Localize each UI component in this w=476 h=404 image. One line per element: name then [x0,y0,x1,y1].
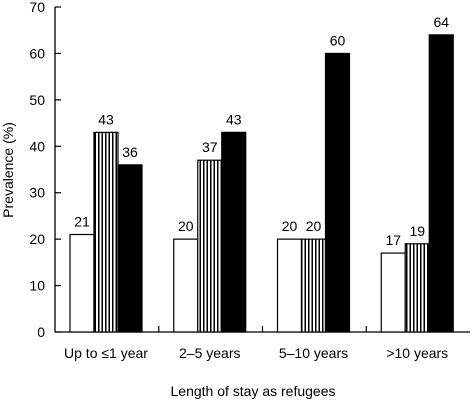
bar [404,243,430,333]
data-label: 17 [385,232,401,248]
data-label: 64 [433,14,449,30]
data-label: 60 [330,32,346,48]
x-tick-label: Up to ≤1 year [64,345,148,361]
bar [276,238,303,333]
x-tick-label: 2–5 years [179,345,240,361]
y-tick-label: 70 [29,0,45,15]
bar [300,238,327,333]
y-axis-title: Prevalence (%) [0,122,16,218]
data-label: 19 [409,223,425,239]
y-tick-label: 20 [29,231,45,247]
y-tick-label: 30 [29,185,45,201]
bar [428,34,454,333]
data-label: 20 [282,218,298,234]
bar [173,238,199,333]
bar [324,52,351,333]
plot-area: 0 10 20 30 40 50 60 70 21 43 36 Up to ≤1 year 20 37 43… [29,0,470,361]
x-tick-label: 5–10 years [279,345,348,361]
data-label: 43 [98,111,114,127]
bar [117,164,143,333]
data-label: 20 [178,218,194,234]
y-tick-label: 40 [29,138,45,154]
x-tick-label: >10 years [386,345,448,361]
bar [197,159,223,333]
data-label: 36 [122,144,138,160]
data-label: 43 [226,111,242,127]
bar [69,233,95,333]
y-tick-label: 50 [29,92,45,108]
y-tick-label: 0 [37,324,45,340]
y-tick-label: 10 [29,278,45,294]
data-label: 21 [74,214,90,230]
y-tick-label: 60 [29,45,45,61]
data-label: 20 [306,218,322,234]
bar [221,131,247,333]
bar [380,252,406,333]
x-axis-title: Length of stay as refugees [171,383,336,399]
data-label: 37 [202,139,218,155]
bar [93,131,119,333]
